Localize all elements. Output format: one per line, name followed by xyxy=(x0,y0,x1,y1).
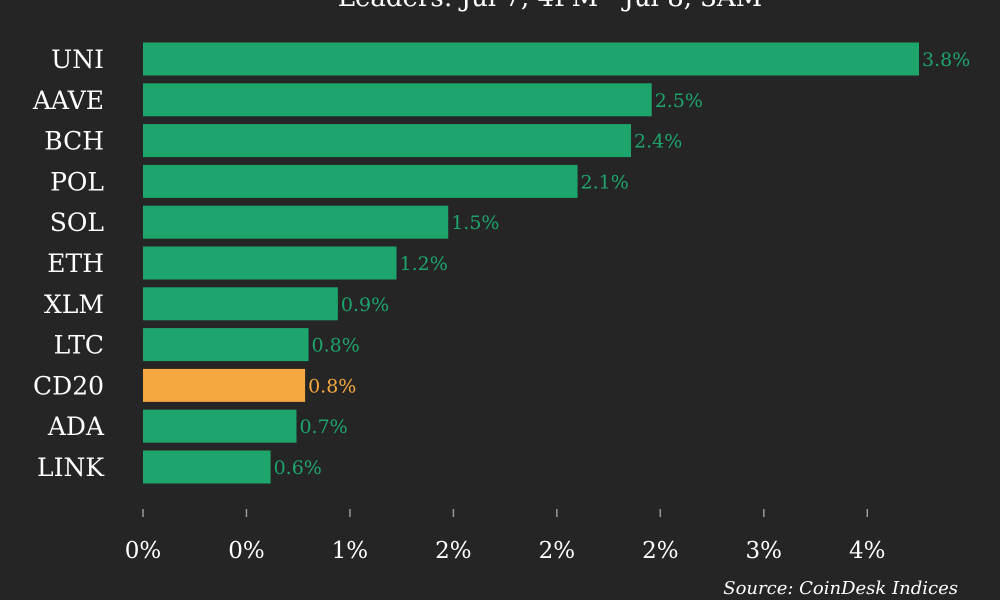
bar-eth xyxy=(143,246,397,280)
category-label: AAVE xyxy=(32,86,104,115)
value-label: 0.8% xyxy=(308,375,356,397)
value-label: 1.2% xyxy=(399,253,447,275)
x-tick-label: 3% xyxy=(746,538,783,564)
bar-ada xyxy=(143,409,297,443)
x-tick-label: 2% xyxy=(642,538,679,564)
source-note: Source: CoinDesk Indices xyxy=(723,578,958,599)
x-tick-label: 0% xyxy=(228,538,265,564)
bars-layer: UNI 3.8% AAVE 2.5% BCH 2.4% POL 2.1% SOL 1.5% ETH 1… xyxy=(32,42,970,484)
x-tick-label: 2% xyxy=(435,538,472,564)
bar-aave xyxy=(143,83,652,117)
bar-sol xyxy=(143,205,449,239)
bar-bch xyxy=(143,124,632,158)
category-label: POL xyxy=(50,167,104,196)
x-tick-label: 2% xyxy=(539,538,576,564)
category-label: LINK xyxy=(37,453,105,482)
category-label: ADA xyxy=(47,412,105,441)
value-label: 3.8% xyxy=(922,49,970,71)
value-label: 0.8% xyxy=(312,335,360,357)
category-label: CD20 xyxy=(33,371,104,400)
value-label: 2.1% xyxy=(581,171,629,193)
category-label: SOL xyxy=(50,208,104,237)
x-tick-label: 1% xyxy=(332,538,369,564)
bar-link xyxy=(143,450,271,484)
category-label: UNI xyxy=(51,45,104,74)
bar-pol xyxy=(143,164,578,198)
bar-cd20 xyxy=(143,368,306,402)
bar-ltc xyxy=(143,328,309,362)
x-axis: 0% 0% 1% 2% 2% 2% 3% 4% xyxy=(125,509,886,564)
bar-uni xyxy=(143,42,919,76)
category-label: LTC xyxy=(54,331,104,360)
value-label: 1.5% xyxy=(451,212,499,234)
value-label: 2.5% xyxy=(655,90,703,112)
category-label: XLM xyxy=(44,290,104,319)
x-tick-label: 4% xyxy=(849,538,886,564)
category-label: ETH xyxy=(47,249,104,278)
chart-title: Leaders: Jul 7, 4PM - Jul 8, 3AM xyxy=(338,0,763,13)
value-label: 0.7% xyxy=(299,416,347,438)
bar-xlm xyxy=(143,287,338,321)
value-label: 0.9% xyxy=(341,294,389,316)
value-label: 0.6% xyxy=(274,457,322,479)
category-label: BCH xyxy=(44,127,104,156)
value-label: 2.4% xyxy=(634,131,682,153)
x-tick-label: 0% xyxy=(125,538,162,564)
